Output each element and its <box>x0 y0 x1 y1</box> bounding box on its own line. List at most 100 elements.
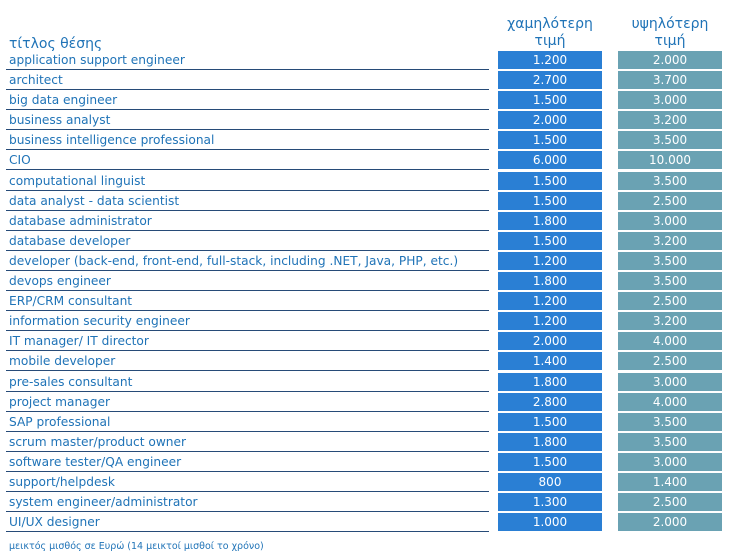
high-value-cell: 3.500 <box>618 131 722 150</box>
salary-table: application support engineer 1.200 2.000 ar… <box>6 51 724 533</box>
job-title-cell: architect <box>6 71 489 91</box>
job-title-cell: database administrator <box>6 212 489 231</box>
table-row: data analyst - data scientist 1.500 2.500 <box>6 191 724 212</box>
job-title-cell: business intelligence professional <box>6 131 489 151</box>
table-row: database developer 1.500 3.200 <box>6 231 724 252</box>
low-value-cell: 1.500 <box>498 191 602 210</box>
high-value-cell: 3.000 <box>618 452 722 471</box>
high-value-cell: 2.500 <box>618 191 722 210</box>
low-value-cell: 1.500 <box>498 171 602 190</box>
job-title-cell: devops engineer <box>6 272 489 292</box>
low-value-cell: 1.500 <box>498 452 602 471</box>
low-value-cell: 2.000 <box>498 332 602 351</box>
low-value-cell: 6.000 <box>498 151 602 170</box>
table-row: ERP/CRM consultant 1.200 2.500 <box>6 292 724 312</box>
low-value-cell: 1.300 <box>498 493 602 512</box>
column-header-low-line1: χαμηλότερη <box>507 16 593 32</box>
high-value-cell: 3.200 <box>618 111 722 130</box>
job-title-cell: software tester/QA engineer <box>6 453 489 472</box>
job-title-cell: data analyst - data scientist <box>6 192 489 211</box>
low-value-cell: 2.000 <box>498 111 602 130</box>
table-row: project manager 2.800 4.000 <box>6 392 724 413</box>
high-value-cell: 4.000 <box>618 332 722 351</box>
low-value-cell: 1.500 <box>498 91 602 110</box>
table-row: application support engineer 1.200 2.000 <box>6 51 724 71</box>
high-value-cell: 2.500 <box>618 352 722 371</box>
job-title-cell: CIO <box>6 151 489 171</box>
low-value-cell: 1.500 <box>498 231 602 250</box>
job-title-cell: ERP/CRM consultant <box>6 292 489 312</box>
job-title-cell: database developer <box>6 232 489 251</box>
low-value-cell: 1.800 <box>498 272 602 291</box>
high-value-cell: 3.000 <box>618 372 722 391</box>
low-value-cell: 1.200 <box>498 312 602 331</box>
job-title-cell: IT manager/ IT director <box>6 332 489 352</box>
table-row: information security engineer 1.200 3.200 <box>6 312 724 332</box>
job-title-cell: big data engineer <box>6 91 489 111</box>
job-title-cell: project manager <box>6 393 489 412</box>
table-row: pre-sales consultant 1.800 3.000 <box>6 372 724 393</box>
high-value-cell: 3.000 <box>618 91 722 110</box>
table-row: scrum master/product owner 1.800 3.500 <box>6 432 724 453</box>
job-title-cell: system engineer/administrator <box>6 493 489 513</box>
low-value-cell: 1.000 <box>498 513 602 532</box>
column-header-high-line2: τιμή <box>654 33 686 49</box>
table-row: system engineer/administrator 1.300 2.500 <box>6 493 724 513</box>
low-value-cell: 1.800 <box>498 372 602 391</box>
low-value-cell: 1.200 <box>498 51 602 69</box>
table-row: SAP professional 1.500 3.500 <box>6 412 724 433</box>
column-header-title: τίτλος θέσης <box>9 36 103 52</box>
high-value-cell: 3.200 <box>618 231 722 250</box>
column-header-high: υψηλότερη τιμή <box>618 16 722 50</box>
high-value-cell: 2.000 <box>618 51 722 69</box>
low-value-cell: 1.800 <box>498 211 602 230</box>
table-row: IT manager/ IT director 2.000 4.000 <box>6 332 724 352</box>
column-header-low-line2: τιμή <box>534 33 566 49</box>
high-value-cell: 3.200 <box>618 312 722 331</box>
low-value-cell: 1.800 <box>498 432 602 451</box>
high-value-cell: 3.500 <box>618 171 722 190</box>
column-header-high-line1: υψηλότερη <box>631 16 709 32</box>
job-title-cell: pre-sales consultant <box>6 373 489 392</box>
low-value-cell: 2.700 <box>498 71 602 90</box>
job-title-cell: application support engineer <box>6 51 489 70</box>
high-value-cell: 3.500 <box>618 432 722 451</box>
low-value-cell: 2.800 <box>498 392 602 411</box>
footnote: μεικτός μισθός σε Ευρώ (14 μεικτοί μισθο… <box>9 541 264 552</box>
table-row: architect 2.700 3.700 <box>6 71 724 91</box>
high-value-cell: 2.500 <box>618 493 722 512</box>
high-value-cell: 10.000 <box>618 151 722 170</box>
job-title-cell: business analyst <box>6 111 489 131</box>
high-value-cell: 1.400 <box>618 472 722 491</box>
table-row: database administrator 1.800 3.000 <box>6 211 724 232</box>
job-title-cell: SAP professional <box>6 413 489 432</box>
table-row: business intelligence professional 1.500 3… <box>6 131 724 151</box>
high-value-cell: 3.500 <box>618 412 722 431</box>
high-value-cell: 4.000 <box>618 392 722 411</box>
low-value-cell: 1.200 <box>498 292 602 311</box>
high-value-cell: 3.500 <box>618 251 722 270</box>
high-value-cell: 3.500 <box>618 272 722 291</box>
low-value-cell: 1.500 <box>498 131 602 150</box>
table-row: developer (back-end, front-end, full-sta… <box>6 251 724 272</box>
table-row: devops engineer 1.800 3.500 <box>6 272 724 292</box>
table-row: computational linguist 1.500 3.500 <box>6 171 724 192</box>
table-row: UI/UX designer 1.000 2.000 <box>6 513 724 533</box>
job-title-cell: information security engineer <box>6 312 489 332</box>
high-value-cell: 2.000 <box>618 513 722 532</box>
high-value-cell: 3.000 <box>618 211 722 230</box>
table-row: big data engineer 1.500 3.000 <box>6 91 724 111</box>
low-value-cell: 800 <box>498 472 602 491</box>
table-row: business analyst 2.000 3.200 <box>6 111 724 131</box>
high-value-cell: 2.500 <box>618 292 722 311</box>
low-value-cell: 1.200 <box>498 251 602 270</box>
table-row: software tester/QA engineer 1.500 3.000 <box>6 452 724 473</box>
low-value-cell: 1.500 <box>498 412 602 431</box>
table-row: mobile developer 1.400 2.500 <box>6 352 724 372</box>
column-header-low: χαμηλότερη τιμή <box>498 16 602 50</box>
high-value-cell: 3.700 <box>618 71 722 90</box>
job-title-cell: scrum master/product owner <box>6 433 489 452</box>
table-row: support/helpdesk 800 1.400 <box>6 472 724 493</box>
job-title-cell: mobile developer <box>6 352 489 372</box>
job-title-cell: developer (back-end, front-end, full-sta… <box>6 252 489 271</box>
